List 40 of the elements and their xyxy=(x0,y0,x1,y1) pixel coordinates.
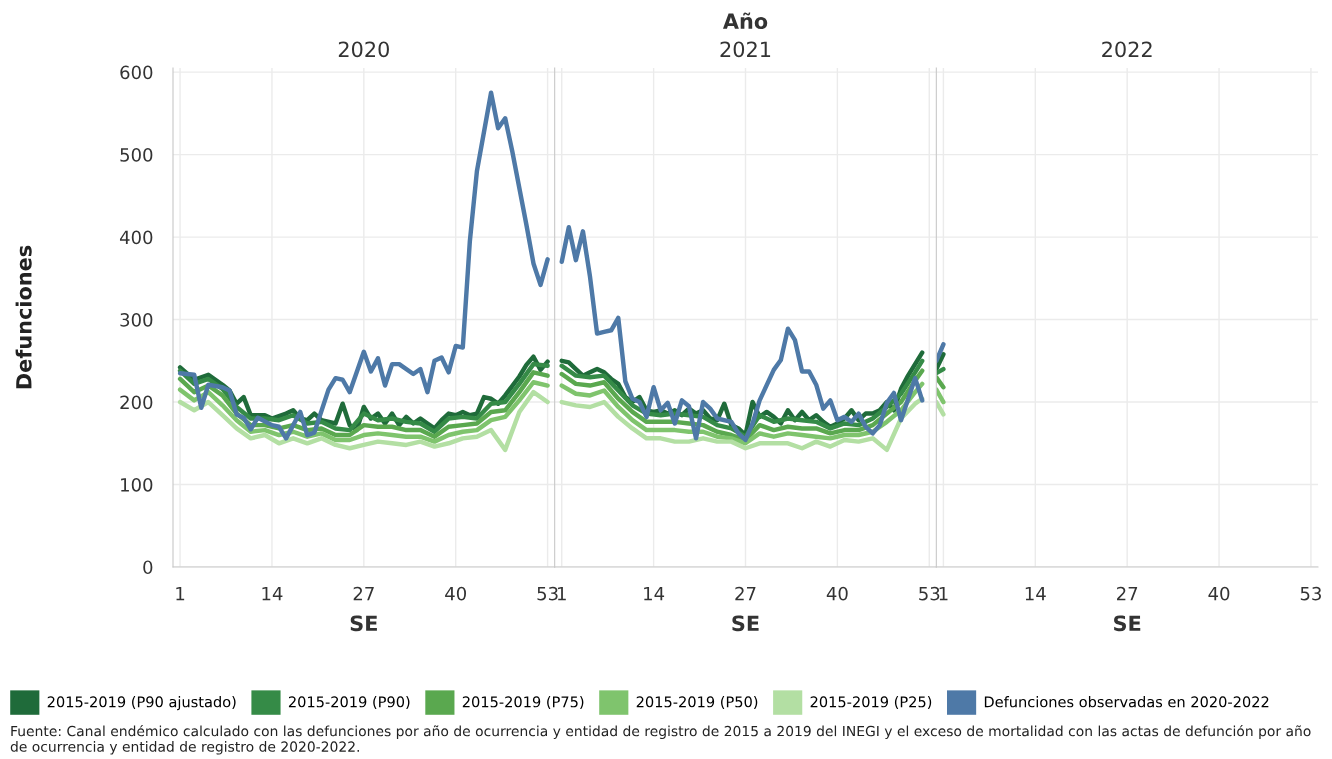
x-tick-label: 1 xyxy=(176,587,185,601)
x-axis-title: SE xyxy=(732,615,759,632)
line-series xyxy=(177,389,550,453)
legend-label: 2015-2019 (P90 ajustado) xyxy=(47,696,236,711)
x-axis-title: SE xyxy=(1114,615,1141,632)
legend-label: Defunciones observadas en 2020-2022 xyxy=(984,696,1269,708)
y-tick-label: 100 xyxy=(121,477,153,492)
chart-title: 2020 xyxy=(338,41,389,58)
legend-label: 2015-2019 (P90) xyxy=(288,696,410,710)
x-tick-label: 53 xyxy=(1300,586,1321,601)
x-tick-label: 14 xyxy=(644,587,665,601)
y-axis-title: Defunciones xyxy=(15,245,32,389)
y-tick-label: 400 xyxy=(119,230,153,245)
legend-label: 2015-2019 (P75) xyxy=(462,696,584,710)
x-tick-label: 27 xyxy=(1117,586,1138,601)
x-tick-label: 14 xyxy=(1025,587,1046,601)
x-tick-label: 40 xyxy=(445,586,466,601)
y-tick-label: 0 xyxy=(143,560,153,575)
y-tick-label: 500 xyxy=(120,148,153,162)
y-tick-label: 300 xyxy=(120,313,153,327)
y-tick-label: 200 xyxy=(120,395,153,410)
x-tick-label: 14 xyxy=(262,587,283,601)
x-axis-title: SE xyxy=(350,615,377,632)
x-tick-label: 40 xyxy=(1208,586,1230,601)
line-series xyxy=(177,380,550,444)
x-tick-label: 1 xyxy=(557,587,566,601)
x-tick-label: 40 xyxy=(826,586,848,601)
legend-label: 2015-2019 (P50) xyxy=(636,696,758,710)
x-tick-label: 1 xyxy=(939,587,948,601)
line-series xyxy=(177,90,550,441)
x-tick-label: 27 xyxy=(735,586,756,601)
legend-label: 2015-2019 (P25) xyxy=(810,696,932,710)
x-tick-label: 53 xyxy=(919,586,940,601)
y-tick-label: 600 xyxy=(120,65,153,80)
chart-title: 2021 xyxy=(720,41,771,58)
x-tick-label: 53 xyxy=(537,586,558,601)
text: Año xyxy=(722,12,768,30)
source-note: Fuente: Canal endémico calculado con las defunciones por año de ocurrencia y entidad de registro de 2015 a 2019 del INEGI y el exceso de mortalidad con las actas de defunción por año de ocurrencia y entidad de registro de 2020-2022. xyxy=(10,725,1311,755)
chart-title: 2022 xyxy=(1102,41,1152,58)
x-tick-label: 27 xyxy=(353,586,374,601)
